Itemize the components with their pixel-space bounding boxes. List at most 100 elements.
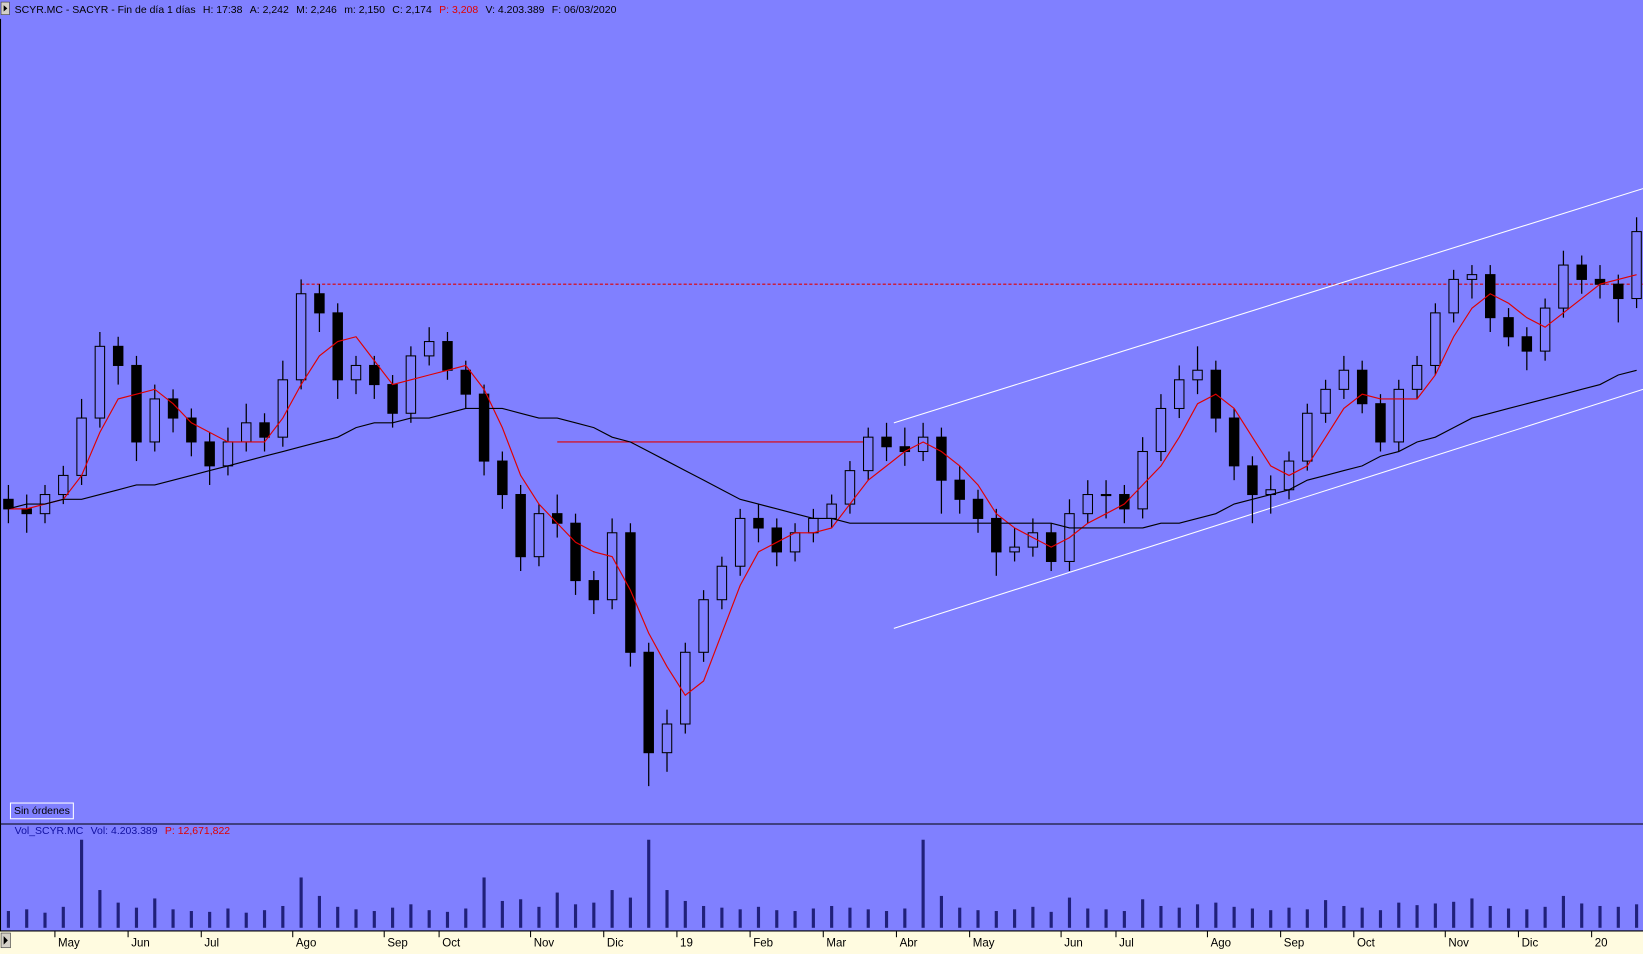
candle-body (1393, 388, 1405, 443)
volume-bar (391, 907, 395, 928)
candle-body (570, 522, 581, 582)
volume-bar (1616, 906, 1620, 928)
x-tick-label: Nov (534, 938, 555, 950)
volume-bar (830, 905, 834, 928)
candle-body (661, 723, 673, 754)
volume-bar (1415, 905, 1419, 928)
candle-body (204, 441, 215, 467)
candle-body (369, 364, 380, 386)
volume-bar (43, 912, 47, 928)
candle-body (277, 379, 289, 438)
moving-average (8, 369, 1637, 529)
candle-body (533, 513, 545, 558)
volume-bar (610, 890, 614, 928)
volume-bar (134, 907, 139, 928)
volume-bar (189, 911, 193, 928)
x-tick-label: Sep (387, 938, 407, 950)
volume-bar (1506, 908, 1511, 928)
x-tick-label: Dic (607, 938, 624, 950)
volume-bar (1635, 904, 1639, 928)
candle-body (1448, 278, 1459, 314)
volume-bar (25, 909, 29, 928)
x-tick-label: Mar (826, 938, 846, 950)
candle-body (405, 355, 417, 414)
volume-bar (1433, 903, 1437, 928)
volume-bar (354, 909, 358, 928)
candle-body (808, 517, 819, 534)
candle-body (588, 580, 600, 601)
header-item: SCYR.MC - SACYR - Fin de día 1 días (15, 5, 196, 16)
volume-bar (793, 911, 797, 928)
header-item: Vol_SCYR.MC (15, 826, 84, 837)
orders-button[interactable] (9, 802, 74, 820)
candle-body (1247, 465, 1258, 496)
candle-body (478, 393, 490, 462)
volume-bar (665, 890, 669, 928)
volume-bar (226, 908, 230, 928)
candle-body (332, 312, 343, 381)
candle-body (259, 422, 270, 438)
candle-body (1100, 494, 1112, 497)
candle-body (1558, 264, 1569, 309)
candle-body (881, 436, 892, 448)
volume-bar (1214, 902, 1218, 928)
candle-body (1576, 264, 1587, 280)
volume-bar (244, 912, 248, 928)
volume-bar (720, 907, 724, 928)
candle-body (222, 441, 234, 467)
volume-bar (1488, 905, 1492, 928)
candle-body (423, 341, 435, 357)
volume-bar (1598, 905, 1602, 928)
x-tick-label: Feb (753, 938, 773, 950)
volume-bar (702, 905, 706, 928)
volume-bar (1269, 910, 1273, 928)
volume-bar (1141, 899, 1145, 928)
volume-bar (921, 839, 925, 928)
volume-bar (1013, 909, 1017, 928)
candle-body (1539, 307, 1551, 352)
volume-bar (500, 900, 504, 928)
volume-bar (994, 911, 998, 928)
scroll-arrow (3, 936, 8, 945)
candle-body (314, 293, 325, 314)
candle-body (149, 398, 161, 443)
candle-body (21, 508, 32, 515)
candle-body (1155, 407, 1167, 453)
candle-body (1302, 412, 1313, 462)
volume-bar (1470, 898, 1474, 928)
volume-bar (775, 910, 779, 928)
candle-body (1192, 369, 1203, 381)
volume-bar (1232, 906, 1236, 928)
candle-body (606, 532, 618, 601)
volume-bar (317, 895, 321, 928)
volume-bar (98, 890, 102, 928)
volume-bar (1561, 895, 1565, 928)
x-tick-label: May (973, 938, 995, 950)
candle-body (936, 436, 947, 481)
candle-body (716, 565, 728, 601)
candle-body (350, 364, 362, 381)
volume-bar (116, 902, 120, 928)
candle-body (1137, 450, 1148, 510)
volume-bar (281, 905, 285, 928)
volume-bar (573, 904, 578, 928)
candle-body (1338, 369, 1350, 390)
x-tick-label: May (58, 938, 80, 950)
volume-bar (427, 910, 431, 928)
x-tick-label: Jun (1064, 938, 1083, 950)
volume-bar (939, 895, 943, 928)
orders-button-label[interactable]: Sin órdenes (14, 806, 70, 817)
candle-body (1613, 283, 1624, 300)
volume-bar (1250, 908, 1254, 928)
volume-bar (1159, 905, 1163, 928)
volume-bar (61, 906, 65, 928)
volume-bar (171, 909, 175, 928)
volume-bar (1067, 897, 1072, 928)
volume-bar (262, 910, 267, 928)
annotation-line (893, 188, 1643, 424)
candle-body (1320, 388, 1331, 414)
volume-bar (683, 900, 687, 928)
volume-bar (903, 908, 907, 928)
